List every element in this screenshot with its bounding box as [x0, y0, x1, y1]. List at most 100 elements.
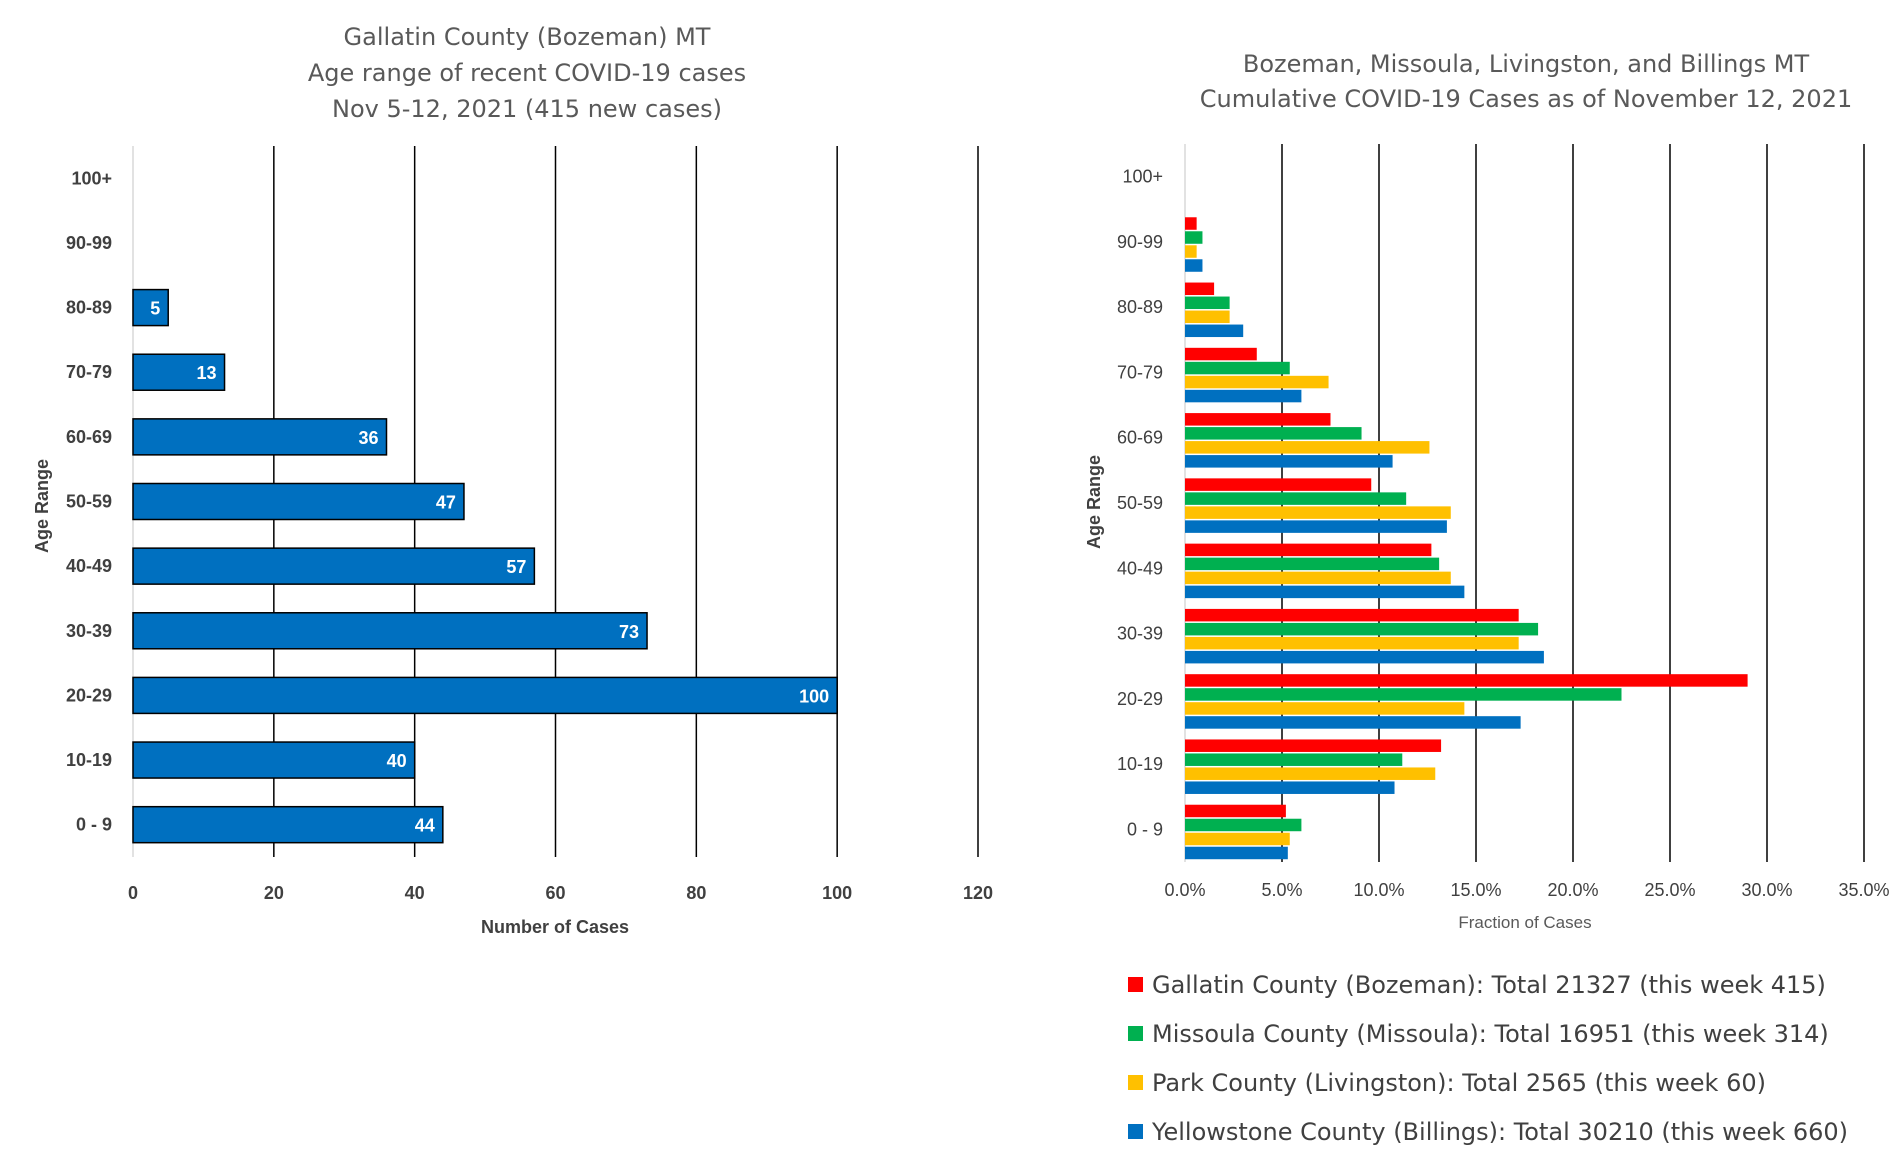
right-chart-x-tick-label: 20.0%	[1547, 880, 1598, 900]
left-chart-category-label: 40-49	[66, 556, 112, 576]
right-chart-x-tick-label: 5.0%	[1261, 880, 1302, 900]
right-chart-bar	[1185, 818, 1302, 832]
left-chart-category-label: 80-89	[66, 298, 112, 318]
right-chart-bar	[1185, 622, 1539, 636]
left-chart-bar-data-label: 47	[436, 493, 456, 513]
right-chart-bar	[1185, 231, 1203, 244]
left-chart-bars: 44 40 100 73 57 47 36 13 5	[132, 288, 838, 844]
right-chart-bar	[1185, 259, 1203, 272]
left-chart-category-label: 0 - 9	[76, 815, 112, 835]
right-chart-bar	[1185, 767, 1436, 780]
right-chart-legend: Gallatin County (Bozeman): Total 21327 (…	[1128, 960, 1848, 1156]
left-chart-category-label: 60-69	[66, 427, 112, 447]
right-chart-x-tick-label: 30.0%	[1741, 880, 1792, 900]
right-chart-bar	[1185, 310, 1230, 324]
right-chart-bar	[1185, 585, 1465, 599]
right-chart-bars	[1185, 217, 1748, 860]
left-chart-bar-data-label: 5	[150, 299, 160, 319]
left-chart-title-line: Nov 5-12, 2021 (415 new cases)	[332, 95, 722, 123]
right-chart-bar	[1185, 389, 1302, 403]
right-chart-x-tick-label: 35.0%	[1838, 880, 1889, 900]
right-chart-bar	[1185, 282, 1215, 296]
right-chart-bar	[1185, 716, 1521, 729]
right-chart-bar	[1185, 427, 1362, 440]
left-chart: Gallatin County (Bozeman) MT Age range of…	[32, 23, 993, 937]
right-chart-bar	[1185, 846, 1288, 860]
right-chart-bar	[1185, 702, 1465, 715]
right-chart-bar	[1185, 739, 1442, 752]
left-chart-x-tick-label: 60	[545, 883, 565, 903]
left-chart-x-tick-label: 20	[264, 883, 284, 903]
right-chart-bar	[1185, 781, 1395, 794]
right-chart-category-label: 60-69	[1117, 428, 1163, 448]
left-chart-x-tick-label: 100	[822, 883, 852, 903]
right-chart-x-tick-label: 25.0%	[1644, 880, 1695, 900]
left-chart-bar	[132, 353, 226, 391]
left-chart-bar-data-label: 57	[506, 557, 526, 577]
left-chart-category-label: 70-79	[66, 362, 112, 382]
legend-item: Park County (Livingston): Total 2565 (th…	[1128, 1058, 1848, 1107]
left-chart-x-tick-label: 0	[128, 883, 138, 903]
left-chart-bar	[132, 676, 838, 715]
legend-swatch	[1128, 1026, 1143, 1041]
right-chart-bar	[1185, 324, 1244, 338]
right-chart-category-label: 100+	[1122, 167, 1163, 187]
right-chart-y-axis-title: Age Range	[1084, 455, 1104, 549]
right-chart-bar	[1185, 217, 1197, 230]
left-chart-bar	[132, 547, 536, 585]
legend-label: Gallatin County (Bozeman): Total 21327 (…	[1152, 970, 1826, 999]
right-chart-bar	[1185, 506, 1451, 519]
legend-swatch	[1128, 1075, 1143, 1090]
left-chart-bar	[132, 612, 648, 650]
left-chart-bar	[132, 805, 444, 844]
left-chart-bar-data-label: 36	[358, 428, 378, 448]
right-chart-category-label: 50-59	[1117, 493, 1163, 513]
right-chart-bar	[1185, 688, 1622, 701]
right-chart-bar	[1185, 557, 1440, 571]
right-chart-category-label: 40-49	[1117, 558, 1163, 578]
legend-swatch	[1128, 977, 1143, 992]
right-chart-bar	[1185, 455, 1393, 468]
left-chart-bar	[132, 741, 416, 779]
right-chart-bar	[1185, 296, 1230, 310]
right-chart-x-axis-title: Fraction of Cases	[1458, 913, 1591, 932]
right-chart-category-label: 70-79	[1117, 362, 1163, 382]
right-chart-title: Bozeman, Missoula, Livingston, and Billi…	[1200, 50, 1852, 113]
legend-item: Gallatin County (Bozeman): Total 21327 (…	[1128, 960, 1848, 1009]
right-chart-bar	[1185, 650, 1544, 664]
right-chart-bar	[1185, 347, 1257, 361]
left-chart-category-label: 30-39	[66, 621, 112, 641]
right-chart-category-label: 10-19	[1117, 754, 1163, 774]
right-chart-bar	[1185, 361, 1290, 375]
left-chart-bar-data-label: 73	[619, 622, 639, 642]
right-chart-bar	[1185, 543, 1432, 557]
left-chart-x-axis-title: Number of Cases	[481, 917, 629, 937]
left-chart-category-label: 20-29	[66, 685, 112, 705]
left-chart-bar-data-label: 44	[415, 816, 435, 836]
right-chart-bar	[1185, 245, 1197, 258]
legend-swatch	[1128, 1124, 1143, 1139]
left-chart-category-label: 90-99	[66, 233, 112, 253]
right-chart-bar	[1185, 674, 1748, 687]
right-chart-bar	[1185, 441, 1430, 454]
left-chart-category-label: 100+	[71, 168, 112, 188]
right-chart-bar	[1185, 478, 1372, 491]
legend-label: Park County (Livingston): Total 2565 (th…	[1152, 1068, 1766, 1097]
right-chart-category-label: 30-39	[1117, 624, 1163, 644]
right-chart-bar	[1185, 804, 1286, 818]
left-chart-category-label: 50-59	[66, 492, 112, 512]
legend-item: Yellowstone County (Billings): Total 302…	[1128, 1107, 1848, 1156]
left-chart-x-tick-label: 120	[963, 883, 993, 903]
right-chart: Bozeman, Missoula, Livingston, and Billi…	[1084, 50, 1890, 932]
left-chart-bar	[132, 482, 465, 521]
right-chart-category-labels: 0 - 9 10-19 20-29 30-39 40-49 50-59 60-69 70-79…	[1117, 167, 1163, 840]
legend-label: Yellowstone County (Billings): Total 302…	[1152, 1117, 1849, 1146]
left-chart-x-tick-label: 40	[405, 883, 425, 903]
left-chart-category-label: 10-19	[66, 750, 112, 770]
left-chart-y-axis-title: Age Range	[32, 459, 52, 553]
right-chart-x-tick-label: 10.0%	[1353, 880, 1404, 900]
right-chart-bar	[1185, 571, 1451, 585]
right-chart-bar	[1185, 636, 1519, 650]
left-chart-bar	[132, 418, 388, 456]
right-chart-bar	[1185, 375, 1329, 389]
